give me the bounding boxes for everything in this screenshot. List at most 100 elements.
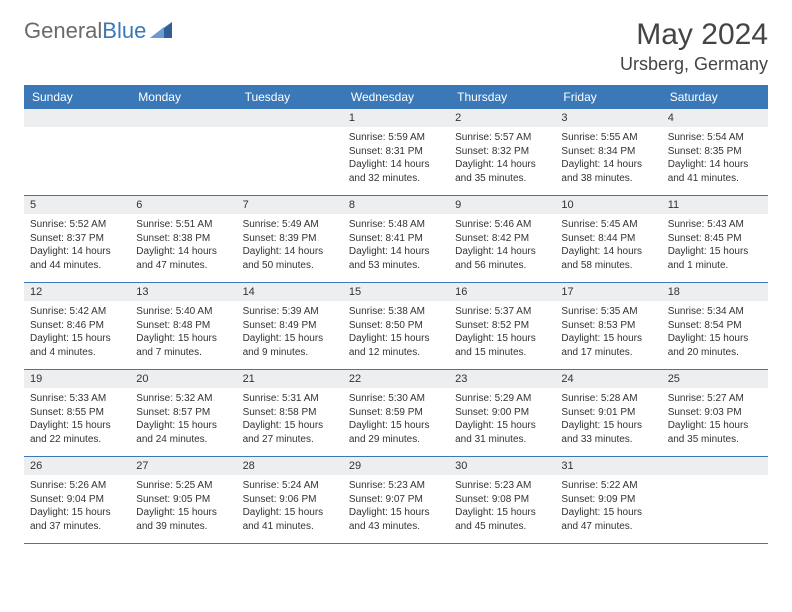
sunrise-text: Sunrise: 5:28 AM [561, 392, 655, 406]
sunrise-text: Sunrise: 5:22 AM [561, 479, 655, 493]
sunset-text: Sunset: 9:09 PM [561, 493, 655, 507]
daylight-text-1: Daylight: 14 hours [561, 245, 655, 259]
sunrise-text: Sunrise: 5:59 AM [349, 131, 443, 145]
daylight-text-2: and 35 minutes. [668, 433, 762, 447]
day-cell: 12Sunrise: 5:42 AMSunset: 8:46 PMDayligh… [24, 283, 130, 369]
sunset-text: Sunset: 9:08 PM [455, 493, 549, 507]
day-content: Sunrise: 5:30 AMSunset: 8:59 PMDaylight:… [343, 388, 449, 450]
sunset-text: Sunset: 8:38 PM [136, 232, 230, 246]
week-row: 5Sunrise: 5:52 AMSunset: 8:37 PMDaylight… [24, 196, 768, 283]
day-content: Sunrise: 5:54 AMSunset: 8:35 PMDaylight:… [662, 127, 768, 189]
daylight-text-2: and 50 minutes. [243, 259, 337, 273]
sunrise-text: Sunrise: 5:52 AM [30, 218, 124, 232]
day-number: 23 [449, 370, 555, 388]
dayname-saturday: Saturday [662, 85, 768, 109]
daylight-text-1: Daylight: 15 hours [561, 419, 655, 433]
daylight-text-1: Daylight: 14 hours [561, 158, 655, 172]
day-content: Sunrise: 5:51 AMSunset: 8:38 PMDaylight:… [130, 214, 236, 276]
sunrise-text: Sunrise: 5:29 AM [455, 392, 549, 406]
day-content: Sunrise: 5:48 AMSunset: 8:41 PMDaylight:… [343, 214, 449, 276]
daylight-text-1: Daylight: 14 hours [668, 158, 762, 172]
day-cell: 9Sunrise: 5:46 AMSunset: 8:42 PMDaylight… [449, 196, 555, 282]
day-content: Sunrise: 5:38 AMSunset: 8:50 PMDaylight:… [343, 301, 449, 363]
day-cell: 13Sunrise: 5:40 AMSunset: 8:48 PMDayligh… [130, 283, 236, 369]
day-content: Sunrise: 5:46 AMSunset: 8:42 PMDaylight:… [449, 214, 555, 276]
sunset-text: Sunset: 8:44 PM [561, 232, 655, 246]
sunrise-text: Sunrise: 5:48 AM [349, 218, 443, 232]
day-number: 20 [130, 370, 236, 388]
sunrise-text: Sunrise: 5:23 AM [455, 479, 549, 493]
title-block: May 2024 Ursberg, Germany [620, 18, 768, 75]
day-number: 9 [449, 196, 555, 214]
day-content: Sunrise: 5:23 AMSunset: 9:08 PMDaylight:… [449, 475, 555, 537]
day-content: Sunrise: 5:59 AMSunset: 8:31 PMDaylight:… [343, 127, 449, 189]
day-content: Sunrise: 5:34 AMSunset: 8:54 PMDaylight:… [662, 301, 768, 363]
day-number: 18 [662, 283, 768, 301]
sunset-text: Sunset: 8:35 PM [668, 145, 762, 159]
sunrise-text: Sunrise: 5:23 AM [349, 479, 443, 493]
day-number: 26 [24, 457, 130, 475]
daylight-text-1: Daylight: 15 hours [243, 506, 337, 520]
day-content: Sunrise: 5:43 AMSunset: 8:45 PMDaylight:… [662, 214, 768, 276]
sunset-text: Sunset: 8:50 PM [349, 319, 443, 333]
day-cell [24, 109, 130, 195]
week-row: 12Sunrise: 5:42 AMSunset: 8:46 PMDayligh… [24, 283, 768, 370]
daylight-text-1: Daylight: 14 hours [455, 245, 549, 259]
sunrise-text: Sunrise: 5:35 AM [561, 305, 655, 319]
daylight-text-2: and 56 minutes. [455, 259, 549, 273]
daylight-text-1: Daylight: 15 hours [349, 332, 443, 346]
day-cell: 29Sunrise: 5:23 AMSunset: 9:07 PMDayligh… [343, 457, 449, 543]
daylight-text-2: and 58 minutes. [561, 259, 655, 273]
daylight-text-1: Daylight: 14 hours [243, 245, 337, 259]
sunrise-text: Sunrise: 5:40 AM [136, 305, 230, 319]
day-cell: 17Sunrise: 5:35 AMSunset: 8:53 PMDayligh… [555, 283, 661, 369]
daylight-text-1: Daylight: 15 hours [455, 506, 549, 520]
day-number [130, 109, 236, 127]
daylight-text-1: Daylight: 15 hours [136, 419, 230, 433]
day-content: Sunrise: 5:24 AMSunset: 9:06 PMDaylight:… [237, 475, 343, 537]
daylight-text-1: Daylight: 15 hours [30, 419, 124, 433]
day-number: 5 [24, 196, 130, 214]
daylight-text-2: and 24 minutes. [136, 433, 230, 447]
daylight-text-1: Daylight: 15 hours [668, 245, 762, 259]
day-content: Sunrise: 5:35 AMSunset: 8:53 PMDaylight:… [555, 301, 661, 363]
sunrise-text: Sunrise: 5:37 AM [455, 305, 549, 319]
week-row: 1Sunrise: 5:59 AMSunset: 8:31 PMDaylight… [24, 109, 768, 196]
day-cell: 4Sunrise: 5:54 AMSunset: 8:35 PMDaylight… [662, 109, 768, 195]
sunset-text: Sunset: 9:00 PM [455, 406, 549, 420]
sunrise-text: Sunrise: 5:45 AM [561, 218, 655, 232]
day-cell: 2Sunrise: 5:57 AMSunset: 8:32 PMDaylight… [449, 109, 555, 195]
day-cell: 31Sunrise: 5:22 AMSunset: 9:09 PMDayligh… [555, 457, 661, 543]
dayname-friday: Friday [555, 85, 661, 109]
day-number: 21 [237, 370, 343, 388]
daylight-text-2: and 7 minutes. [136, 346, 230, 360]
weeks-container: 1Sunrise: 5:59 AMSunset: 8:31 PMDaylight… [24, 109, 768, 544]
sunset-text: Sunset: 8:45 PM [668, 232, 762, 246]
sunset-text: Sunset: 9:03 PM [668, 406, 762, 420]
day-cell [662, 457, 768, 543]
daylight-text-2: and 29 minutes. [349, 433, 443, 447]
daylight-text-2: and 9 minutes. [243, 346, 337, 360]
day-number: 22 [343, 370, 449, 388]
daylight-text-2: and 27 minutes. [243, 433, 337, 447]
sunset-text: Sunset: 9:04 PM [30, 493, 124, 507]
day-cell [130, 109, 236, 195]
daylight-text-1: Daylight: 14 hours [455, 158, 549, 172]
sunset-text: Sunset: 8:41 PM [349, 232, 443, 246]
daylight-text-2: and 1 minute. [668, 259, 762, 273]
day-number: 31 [555, 457, 661, 475]
daylight-text-1: Daylight: 14 hours [349, 245, 443, 259]
day-number: 3 [555, 109, 661, 127]
dayname-tuesday: Tuesday [237, 85, 343, 109]
daylight-text-2: and 15 minutes. [455, 346, 549, 360]
dayname-sunday: Sunday [24, 85, 130, 109]
day-number: 12 [24, 283, 130, 301]
day-cell: 16Sunrise: 5:37 AMSunset: 8:52 PMDayligh… [449, 283, 555, 369]
sunrise-text: Sunrise: 5:34 AM [668, 305, 762, 319]
sunrise-text: Sunrise: 5:25 AM [136, 479, 230, 493]
day-cell: 8Sunrise: 5:48 AMSunset: 8:41 PMDaylight… [343, 196, 449, 282]
sunrise-text: Sunrise: 5:31 AM [243, 392, 337, 406]
sunset-text: Sunset: 8:31 PM [349, 145, 443, 159]
day-number: 24 [555, 370, 661, 388]
daylight-text-2: and 45 minutes. [455, 520, 549, 534]
